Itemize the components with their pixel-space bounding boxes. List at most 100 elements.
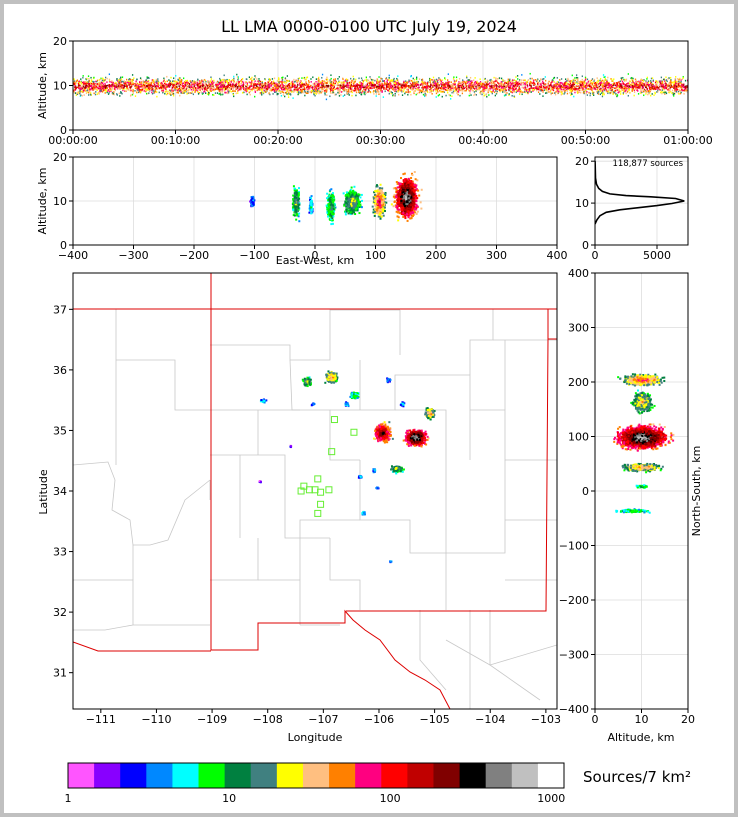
source-mark xyxy=(263,85,265,87)
source-mark xyxy=(658,88,660,90)
source-mark xyxy=(363,91,365,94)
source-mark xyxy=(386,79,389,81)
source-mark xyxy=(299,89,301,92)
source-mark xyxy=(318,78,321,81)
source-mark xyxy=(470,94,472,96)
source-mark xyxy=(539,86,542,89)
source-mark xyxy=(168,79,170,81)
source-mark xyxy=(635,82,637,85)
source-mark xyxy=(609,86,611,88)
source-mark xyxy=(424,86,426,88)
source-mark xyxy=(188,86,190,89)
source-mark xyxy=(515,76,517,78)
source-mark xyxy=(422,84,424,86)
source-mark xyxy=(108,84,111,86)
source-mark xyxy=(219,88,221,90)
source-mark xyxy=(575,74,578,76)
source-mark xyxy=(115,81,117,84)
source-mark xyxy=(503,85,506,88)
source-mark xyxy=(193,80,195,83)
source-mark xyxy=(412,77,414,80)
source-mark xyxy=(641,83,643,85)
source-mark xyxy=(649,81,652,83)
source-mark xyxy=(79,90,81,93)
source-mark xyxy=(358,92,361,94)
source-mark xyxy=(378,85,381,88)
source-mark xyxy=(669,76,672,79)
source-mark xyxy=(405,85,407,88)
source-mark xyxy=(505,82,508,85)
source-mark xyxy=(225,86,227,88)
source-mark xyxy=(317,81,319,83)
source-mark xyxy=(189,92,191,94)
source-mark xyxy=(413,87,416,90)
source-mark xyxy=(603,80,605,83)
source-mark xyxy=(374,86,376,88)
source-mark xyxy=(560,85,562,88)
source-mark xyxy=(601,83,603,86)
source-mark xyxy=(633,94,635,97)
source-mark xyxy=(479,93,482,95)
source-mark xyxy=(493,91,496,93)
source-mark xyxy=(534,83,536,86)
source-mark xyxy=(390,84,393,87)
source-mark xyxy=(215,83,217,86)
source-mark xyxy=(650,86,652,89)
source-mark xyxy=(394,89,397,91)
source-mark xyxy=(529,84,532,87)
source-mark xyxy=(319,81,321,83)
source-mark xyxy=(479,91,481,94)
source-mark xyxy=(591,91,594,93)
source-mark xyxy=(623,87,625,90)
source-mark xyxy=(654,81,657,84)
source-mark xyxy=(426,85,428,88)
source-mark xyxy=(296,89,298,91)
source-mark xyxy=(272,93,274,95)
source-mark xyxy=(438,93,441,96)
source-mark xyxy=(639,87,642,90)
source-mark xyxy=(384,81,386,84)
source-mark xyxy=(404,81,406,84)
source-mark xyxy=(626,83,628,85)
source-mark xyxy=(127,88,129,90)
source-mark xyxy=(684,85,687,88)
source-mark xyxy=(533,84,535,86)
source-mark xyxy=(216,86,218,89)
source-mark xyxy=(173,77,175,80)
source-mark xyxy=(245,85,247,88)
source-mark xyxy=(178,79,180,82)
source-mark xyxy=(470,83,473,85)
source-mark xyxy=(469,80,471,83)
source-mark xyxy=(252,88,254,91)
source-mark xyxy=(294,89,296,92)
source-mark xyxy=(274,87,276,89)
source-mark xyxy=(525,82,527,85)
source-mark xyxy=(358,91,360,94)
source-mark xyxy=(610,85,612,88)
source-mark xyxy=(630,86,632,89)
source-mark xyxy=(602,92,604,94)
source-mark xyxy=(113,91,115,93)
source-mark xyxy=(633,82,636,85)
source-mark xyxy=(589,82,591,85)
source-mark xyxy=(158,81,160,84)
source-mark xyxy=(608,85,611,87)
source-mark xyxy=(567,88,569,90)
source-mark xyxy=(495,92,498,95)
source-mark xyxy=(291,85,293,87)
source-mark xyxy=(405,84,407,87)
source-mark xyxy=(429,85,432,87)
source-mark xyxy=(121,76,124,79)
source-mark xyxy=(580,86,582,89)
source-mark xyxy=(100,77,102,80)
source-mark xyxy=(315,93,317,95)
source-mark xyxy=(585,92,587,95)
source-mark xyxy=(665,84,667,87)
source-mark xyxy=(352,79,354,81)
source-mark xyxy=(310,85,312,87)
source-mark xyxy=(612,93,614,95)
source-mark xyxy=(88,84,91,86)
source-mark xyxy=(426,83,428,85)
source-mark xyxy=(393,87,395,89)
source-mark xyxy=(268,80,270,82)
